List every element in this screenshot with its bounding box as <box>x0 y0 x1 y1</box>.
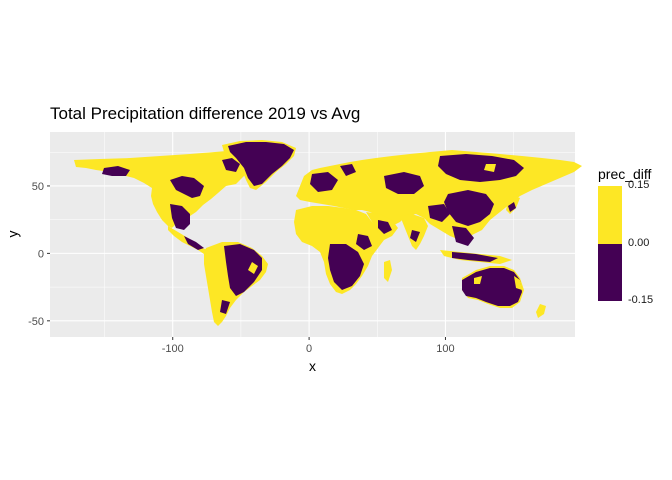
x-axis-title: x <box>309 358 316 374</box>
legend-title: prec_diff <box>598 166 652 182</box>
region-india-negative <box>410 230 420 242</box>
x-tick-label: 100 <box>436 343 454 355</box>
land-new-zealand <box>536 304 546 318</box>
region-china-negative <box>428 204 450 222</box>
region-scandinavia-negative <box>340 164 356 176</box>
y-axis-title: y <box>4 230 21 238</box>
land-positive-spots <box>248 164 522 290</box>
region-east-asia-negative <box>444 190 494 226</box>
spot-eastern-brazil <box>248 262 258 274</box>
spot-mongolia <box>462 182 476 190</box>
region-patagonia-negative <box>220 300 230 314</box>
y-tick-label: 0 <box>38 248 44 260</box>
x-axis-ticks: -100 0 100 <box>162 337 455 355</box>
region-southeast-asia-negative <box>452 226 474 246</box>
region-canada-negative <box>170 176 204 198</box>
land-madagascar <box>384 260 392 282</box>
x-tick-label: 0 <box>306 343 312 355</box>
region-hudson-negative <box>222 158 240 172</box>
plot-title: Total Precipitation difference 2019 vs A… <box>50 104 361 123</box>
region-alaska-negative <box>102 166 130 176</box>
y-axis-ticks: -50 0 50 <box>28 181 50 328</box>
region-southern-africa-negative <box>328 244 364 290</box>
region-east-africa-negative <box>356 234 372 250</box>
region-greenland-negative <box>228 142 294 186</box>
region-amazon-negative <box>224 244 262 296</box>
region-central-asia-negative <box>384 172 424 194</box>
region-europe-negative <box>310 172 338 192</box>
y-tick-label: -50 <box>28 316 44 328</box>
spot-australia-northwest <box>474 276 482 284</box>
region-siberia-negative <box>438 154 524 182</box>
y-tick-label: 50 <box>32 181 44 193</box>
legend-label-min: -0.15 <box>628 294 654 306</box>
legend-bar-negative <box>598 244 622 301</box>
region-central-america-negative <box>184 236 204 250</box>
spot-australia-east <box>514 276 522 290</box>
x-tick-label: -100 <box>162 343 184 355</box>
legend-bar-positive <box>598 186 622 244</box>
region-arabia-negative <box>378 220 392 234</box>
region-japan-negative <box>508 202 516 212</box>
land-negative-layer <box>102 142 524 314</box>
legend-label-zero: 0.00 <box>628 237 650 249</box>
region-indonesia-negative <box>452 252 498 262</box>
spot-siberia-north <box>484 164 496 172</box>
legend-label-max: 0.15 <box>628 179 650 191</box>
region-mexico-negative <box>170 204 190 230</box>
